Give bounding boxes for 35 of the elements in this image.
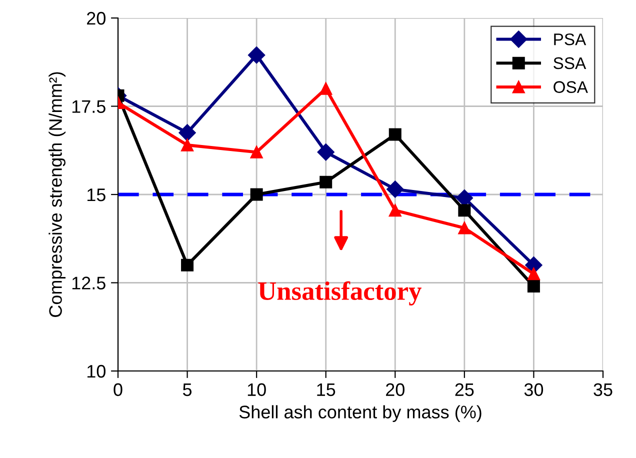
- x-tick-label: 5: [182, 383, 192, 396]
- point: [388, 128, 402, 141]
- legend-label: SSA: [554, 57, 586, 70]
- annotation: Unsatisfactory: [258, 281, 422, 306]
- x-tick-label: 25: [455, 383, 474, 396]
- point: [181, 138, 194, 152]
- point: [320, 82, 332, 95]
- x-tick-label: 35: [594, 383, 612, 396]
- x-axis-title: Shell ash content by mass (%): [239, 405, 482, 422]
- x-tick-label: 20: [386, 383, 404, 396]
- legend-label: PSA: [554, 33, 586, 46]
- point: [386, 180, 404, 198]
- y-tick-label: 17.5: [72, 100, 106, 113]
- x-tick-label: 30: [524, 383, 544, 396]
- point: [458, 222, 471, 234]
- point: [458, 204, 471, 217]
- y-tick-label: 15: [87, 188, 106, 202]
- legend-label: OSA: [554, 81, 588, 93]
- x-tick-label: 0: [114, 383, 122, 396]
- point: [317, 144, 334, 161]
- x-tick-label: 10: [248, 383, 266, 396]
- y-axis-title: Compressive strength (N/mm²): [48, 72, 66, 317]
- y-tick-label: 10: [87, 364, 106, 378]
- point: [178, 124, 196, 142]
- y-tick-label: 12.5: [72, 276, 106, 290]
- point: [527, 280, 540, 293]
- y-tick-label: 20: [87, 12, 106, 25]
- point: [248, 46, 266, 64]
- point: [181, 258, 194, 272]
- point: [250, 188, 263, 201]
- x-tick-label: 15: [317, 383, 336, 396]
- point: [527, 268, 540, 280]
- point: [320, 176, 332, 188]
- point: [250, 146, 263, 158]
- point: [388, 204, 402, 217]
